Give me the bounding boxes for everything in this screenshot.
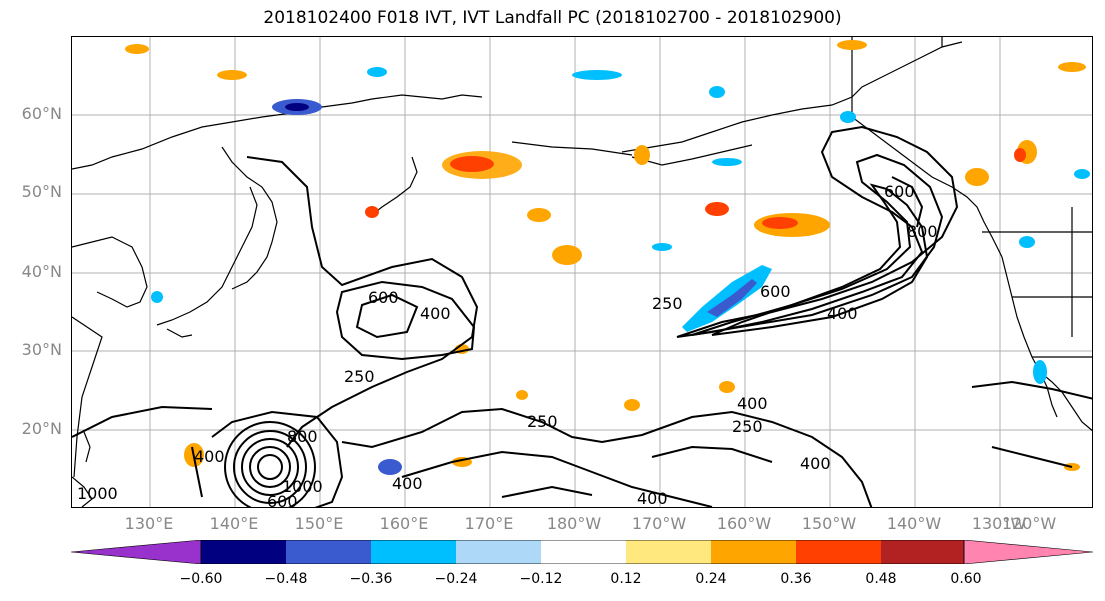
lon-label: 170°W: [631, 514, 687, 533]
colorbar-bin: [881, 540, 964, 564]
colorbar-extend-min: [70, 539, 202, 565]
lon-label: 160°E: [379, 514, 429, 533]
graticule: [72, 37, 1092, 507]
colorbar: [70, 539, 1095, 568]
contour-label: 250: [344, 367, 375, 386]
contour-label: 600: [368, 288, 399, 307]
lat-label-40n: 40°N: [21, 262, 62, 281]
ivt-anomaly-patches: [125, 40, 1090, 475]
contour-label-group: 600 400 250 250 250 600 400 600 800 800 …: [77, 182, 938, 508]
colorbar-bin: [541, 540, 626, 564]
contour-label: 600: [267, 492, 298, 508]
colorbar-bin: [371, 540, 456, 564]
colorbar-extend-max: [963, 539, 1094, 565]
lon-label: 180°W: [546, 514, 602, 533]
lon-label: 130°E: [124, 514, 174, 533]
contour-label: 400: [637, 489, 668, 508]
colorbar-tick-label: 0.36: [780, 571, 812, 587]
lat-label-20n: 20°N: [21, 419, 62, 438]
contour-label: 250: [652, 294, 683, 313]
colorbar-tick-label: 0.12: [610, 571, 642, 587]
ivt-contours: [72, 125, 1092, 507]
contour-label: 400: [737, 394, 768, 413]
map-panel: 600 400 250 250 250 600 400 600 800 800 …: [71, 36, 1093, 508]
lat-label-60n: 60°N: [21, 104, 62, 123]
map-title: 2018102400 F018 IVT, IVT Landfall PC (20…: [263, 8, 842, 28]
colorbar-svg: [70, 539, 1094, 565]
contour-label: 600: [884, 182, 915, 201]
colorbar-tick-label: −0.12: [519, 571, 563, 587]
lon-label: 130°W: [971, 514, 1027, 533]
coastlines: [72, 37, 1092, 507]
colorbar-tick-label: −0.60: [179, 571, 223, 587]
contour-label: 400: [420, 304, 451, 323]
colorbar-tick-label: 0.60: [950, 571, 982, 587]
colorbar-tick-label: −0.36: [349, 571, 393, 587]
colorbar-bin: [711, 540, 796, 564]
lon-label: 120°W: [1001, 514, 1057, 533]
contour-label: 800: [287, 427, 318, 446]
colorbar-tick-label: 0.24: [695, 571, 727, 587]
map-canvas: 600 400 250 250 250 600 400 600 800 800 …: [72, 37, 1092, 508]
contour-label: 400: [194, 447, 225, 466]
lon-label: 140°E: [209, 514, 259, 533]
contour-label: 800: [907, 222, 938, 241]
contour-label: 250: [732, 417, 763, 436]
lon-label: 160°W: [716, 514, 772, 533]
lat-label-50n: 50°N: [21, 182, 62, 201]
colorbar-bin: [796, 540, 881, 564]
lat-label-30n: 30°N: [21, 340, 62, 359]
colorbar-tick-label: −0.24: [434, 571, 478, 587]
contour-label: 250: [527, 412, 558, 431]
colorbar-tick-label: −0.48: [264, 571, 308, 587]
lon-label: 150°W: [801, 514, 857, 533]
lon-label: 140°W: [886, 514, 942, 533]
contour-label: 600: [760, 282, 791, 301]
colorbar-bin: [626, 540, 711, 564]
lon-label: 170°E: [464, 514, 514, 533]
colorbar-bin: [456, 540, 541, 564]
contour-label: 1000: [282, 477, 323, 496]
colorbar-bin: [286, 540, 371, 564]
colorbar-tick-label: 0.48: [865, 571, 897, 587]
colorbar-bin: [201, 540, 286, 564]
contour-label: 1000: [77, 484, 118, 503]
contour-label: 400: [392, 474, 423, 493]
contour-label: 400: [827, 304, 858, 323]
lon-label: 150°E: [294, 514, 344, 533]
contour-label: 400: [800, 454, 831, 473]
